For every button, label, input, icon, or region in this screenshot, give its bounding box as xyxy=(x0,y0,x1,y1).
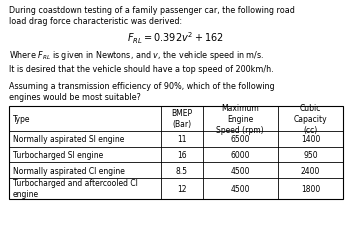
Text: 2400: 2400 xyxy=(301,166,320,175)
Text: Maximum
Engine
Speed (rpm): Maximum Engine Speed (rpm) xyxy=(216,104,264,134)
Text: Normally aspirated SI engine: Normally aspirated SI engine xyxy=(13,135,124,144)
Text: Where $F_{RL}$ is given in Newtons, and $v$, the vehicle speed in m/s.: Where $F_{RL}$ is given in Newtons, and … xyxy=(9,49,264,62)
Text: 6000: 6000 xyxy=(230,150,250,159)
Text: 11: 11 xyxy=(177,135,187,144)
Text: $F_{RL} = 0.392v^2 + 162$: $F_{RL} = 0.392v^2 + 162$ xyxy=(127,30,223,45)
Text: 16: 16 xyxy=(177,150,187,159)
Text: It is desired that the vehicle should have a top speed of 200km/h.: It is desired that the vehicle should ha… xyxy=(9,65,273,74)
Text: 6500: 6500 xyxy=(230,135,250,144)
Bar xyxy=(9,106,343,199)
Text: 12: 12 xyxy=(177,184,187,193)
Text: Cubic
Capacity
(cc): Cubic Capacity (cc) xyxy=(294,104,327,134)
Text: 950: 950 xyxy=(303,150,318,159)
Text: During coastdown testing of a family passenger car, the following road
load drag: During coastdown testing of a family pas… xyxy=(9,6,295,26)
Text: 4500: 4500 xyxy=(230,184,250,193)
Text: Type: Type xyxy=(13,114,30,123)
Text: 8.5: 8.5 xyxy=(176,166,188,175)
Text: 4500: 4500 xyxy=(230,166,250,175)
Text: 1800: 1800 xyxy=(301,184,320,193)
Text: Normally aspirated CI engine: Normally aspirated CI engine xyxy=(13,166,125,175)
Text: 1400: 1400 xyxy=(301,135,320,144)
Text: Turbocharged and aftercooled CI
engine: Turbocharged and aftercooled CI engine xyxy=(13,179,138,198)
Text: Turbocharged SI engine: Turbocharged SI engine xyxy=(13,150,103,159)
Text: BMEP
(Bar): BMEP (Bar) xyxy=(171,109,192,129)
Text: Assuming a transmission efficiency of 90%, which of the following
engines would : Assuming a transmission efficiency of 90… xyxy=(9,82,274,102)
